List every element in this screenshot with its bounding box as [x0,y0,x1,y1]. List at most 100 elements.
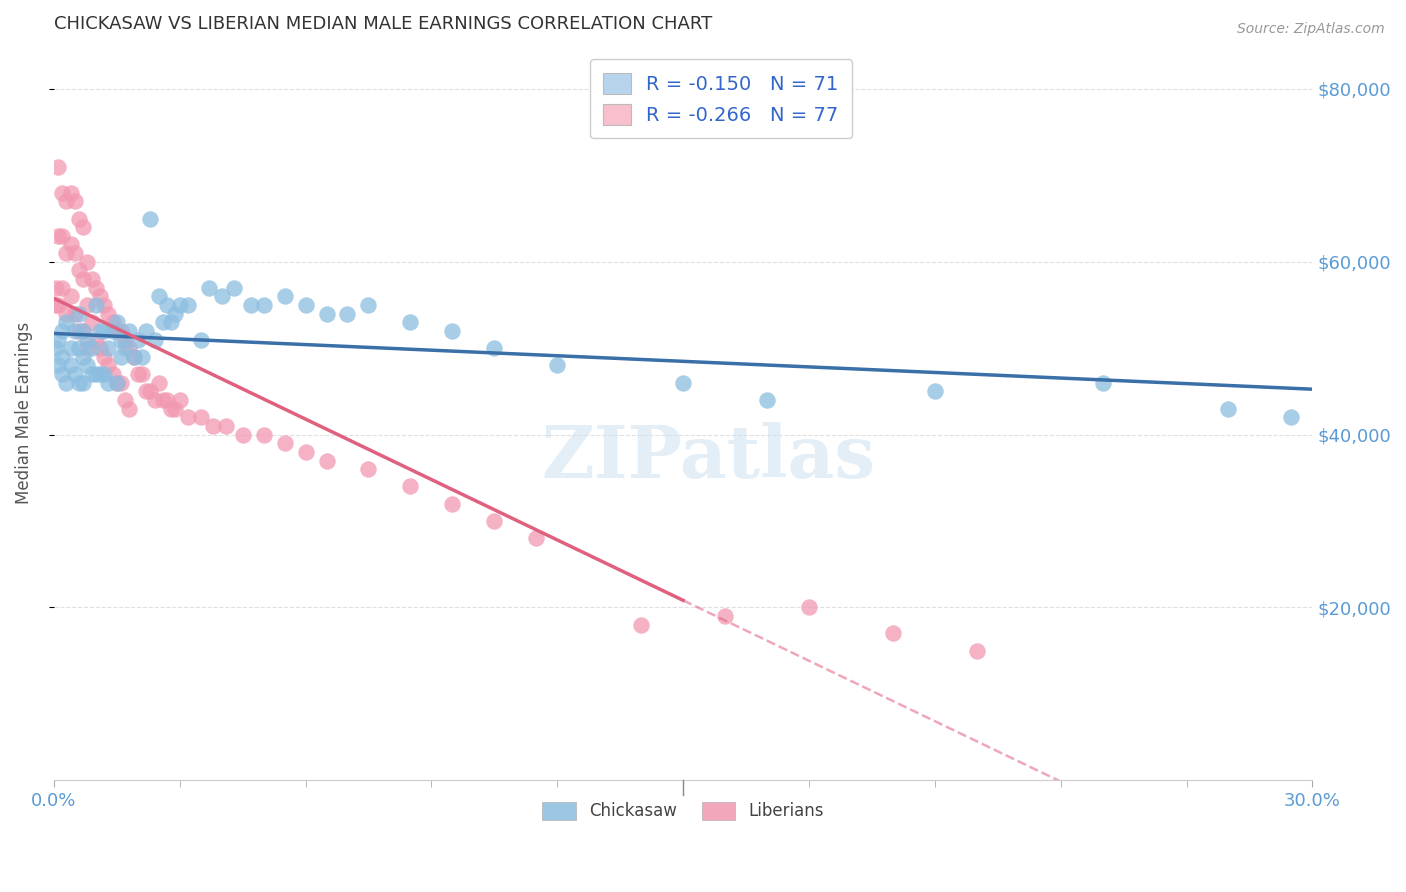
Point [152,315,174,329]
Point [89,341,111,355]
Legend: Chickasaw, Liberians: Chickasaw, Liberians [536,795,831,827]
Point [93,350,115,364]
Point [51,186,73,200]
Text: ZIPatlas: ZIPatlas [541,422,876,492]
Point [110,333,132,347]
Point [177,410,200,425]
Point [76,333,98,347]
Point [97,359,120,373]
Point [546,359,568,373]
Point [131,350,153,364]
Point [72,272,94,286]
Point [59,186,82,200]
Point [67,263,90,277]
Point [198,280,221,294]
Point [160,315,183,329]
Point [63,367,86,381]
Point [336,307,359,321]
Point [441,324,464,338]
Point [44,298,66,312]
Point [105,315,128,329]
Point [441,497,464,511]
Point [139,211,162,226]
Point [110,350,132,364]
Point [101,315,124,329]
Point [51,228,73,243]
Point [76,359,98,373]
Point [211,289,233,303]
Point [924,384,946,399]
Point [51,367,73,381]
Point [357,462,380,476]
Point [93,367,115,381]
Point [89,289,111,303]
Point [143,392,166,407]
Point [882,626,904,640]
Point [165,307,187,321]
Point [1218,401,1240,416]
Point [357,298,380,312]
Point [484,341,506,355]
Point [484,514,506,528]
Point [84,298,107,312]
Point [190,333,212,347]
Point [55,315,77,329]
Point [143,333,166,347]
Point [76,298,98,312]
Point [118,324,141,338]
Point [45,280,67,294]
Point [72,220,94,235]
Point [101,324,124,338]
Point [55,376,77,390]
Point [160,401,183,416]
Point [215,419,238,434]
Point [59,341,82,355]
Point [135,384,157,399]
Point [84,367,107,381]
Point [232,427,254,442]
Point [122,350,145,364]
Point [76,254,98,268]
Point [315,307,337,321]
Point [80,272,103,286]
Text: CHICKASAW VS LIBERIAN MEDIAN MALE EARNINGS CORRELATION CHART: CHICKASAW VS LIBERIAN MEDIAN MALE EARNIN… [53,15,711,33]
Point [93,324,115,338]
Point [110,324,132,338]
Point [76,341,98,355]
Point [114,333,136,347]
Point [63,194,86,209]
Point [252,427,274,442]
Point [63,307,86,321]
Point [59,359,82,373]
Point [67,307,90,321]
Point [148,376,170,390]
Point [51,350,73,364]
Point [46,333,69,347]
Point [294,298,316,312]
Point [67,211,90,226]
Point [114,341,136,355]
Point [1281,410,1303,425]
Point [139,384,162,399]
Point [97,341,120,355]
Point [148,289,170,303]
Point [89,324,111,338]
Point [45,341,67,355]
Point [165,401,187,416]
Y-axis label: Median Male Earnings: Median Male Earnings [15,322,32,504]
Point [59,289,82,303]
Point [252,298,274,312]
Point [294,445,316,459]
Point [118,341,141,355]
Point [80,315,103,329]
Point [55,307,77,321]
Point [135,324,157,338]
Point [190,410,212,425]
Point [156,298,179,312]
Point [63,324,86,338]
Point [51,280,73,294]
Point [169,298,191,312]
Point [59,237,82,252]
Point [131,367,153,381]
Point [80,341,103,355]
